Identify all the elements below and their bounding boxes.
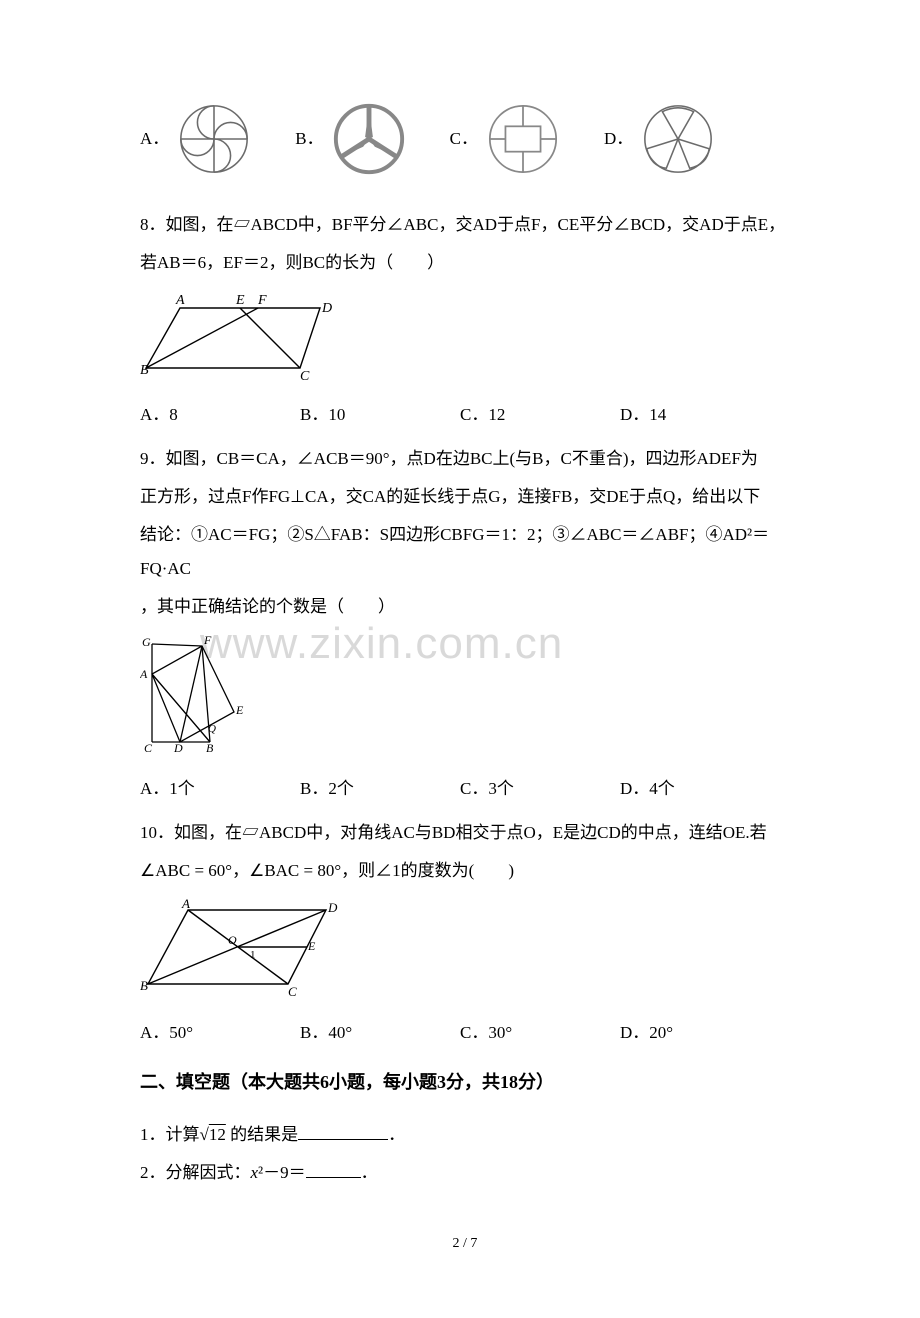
q10-choice-d: D．20° — [620, 1016, 780, 1050]
q7-choice-c-label: C． — [450, 122, 478, 156]
q9-line3: 结论：①AC＝FG；②S△FAB：S四边形CBFG＝1：2；③∠ABC＝∠ABF… — [140, 518, 790, 586]
q8-choice-a: A．8 — [140, 398, 300, 432]
cross-square-icon — [484, 100, 562, 178]
q9-line4: ，其中正确结论的个数是（ ） — [140, 590, 790, 624]
svg-text:1: 1 — [250, 949, 256, 961]
q9-figure: G F A E C D B Q — [140, 634, 790, 766]
svg-text:C: C — [300, 369, 310, 380]
svg-text:A: A — [181, 898, 190, 911]
svg-text:G: G — [142, 635, 151, 649]
svg-text:B: B — [140, 363, 149, 378]
q8-choice-c: C．12 — [460, 398, 620, 432]
svg-text:F: F — [257, 293, 267, 308]
q9-choice-a: A．1个 — [140, 772, 300, 806]
q9-choices: A．1个 B．2个 C．3个 D．4个 — [140, 772, 790, 806]
q9-line1: 9．如图，CB＝CA，∠ACB＝90°，点D在边BC上(与B，C不重合)，四边形… — [140, 442, 790, 476]
svg-text:O: O — [228, 933, 237, 947]
q8-line2: 若AB＝6，EF＝2，则BC的长为（ ） — [140, 246, 790, 280]
q10-line1: 10．如图，在▱ABCD中，对角线AC与BD相交于点O，E是边CD的中点，连结O… — [140, 816, 790, 850]
section2-q1: 1．计算√12 的结果是． — [140, 1118, 790, 1152]
svg-text:A: A — [140, 667, 148, 681]
q9-line2: 正方形，过点F作FG⊥CA，交CA的延长线于点G，连接FB，交DE于点Q，给出以… — [140, 480, 790, 514]
section2-q2: 2．分解因式：x²－9＝． — [140, 1156, 790, 1190]
q8-line1: 8．如图，在▱ABCD中，BF平分∠ABC，交AD于点F，CE平分∠BCD，交A… — [140, 208, 790, 242]
q9-choice-d: D．4个 — [620, 772, 780, 806]
svg-text:E: E — [235, 703, 244, 717]
q10-choices: A．50° B．40° C．30° D．20° — [140, 1016, 790, 1050]
svg-text:A: A — [175, 293, 185, 308]
pinwheel-icon — [175, 100, 253, 178]
svg-text:E: E — [235, 293, 245, 308]
svg-text:E: E — [307, 939, 316, 953]
section2-heading: 二、填空题（本大题共6小题，每小题3分，共18分） — [140, 1064, 790, 1100]
q7-choice-d-label: D． — [604, 122, 633, 156]
svg-text:C: C — [144, 741, 153, 754]
svg-text:D: D — [327, 900, 338, 915]
page-number: 2 / 7 — [140, 1230, 790, 1258]
q8-choice-b: B．10 — [300, 398, 460, 432]
svg-text:D: D — [173, 741, 183, 754]
mercedes-icon — [330, 100, 408, 178]
svg-text:B: B — [140, 978, 148, 993]
svg-text:C: C — [288, 984, 297, 998]
q7-choice-a-label: A． — [140, 122, 169, 156]
svg-text:B: B — [206, 741, 214, 754]
triblade-icon — [639, 100, 717, 178]
q10-choice-c: C．30° — [460, 1016, 620, 1050]
q8-figure: A E F D B C — [140, 290, 790, 392]
q10-choice-b: B．40° — [300, 1016, 460, 1050]
svg-text:F: F — [203, 634, 212, 647]
q7-choice-b-label: B． — [295, 122, 323, 156]
q7-choices: A． B． — [140, 100, 790, 178]
q8-choices: A．8 B．10 C．12 D．14 — [140, 398, 790, 432]
q8-choice-d: D．14 — [620, 398, 780, 432]
q10-choice-a: A．50° — [140, 1016, 300, 1050]
q10-figure: A D B C O E 1 — [140, 898, 790, 1010]
q10-line2: ∠ABC = 60°，∠BAC = 80°，则∠1的度数为( ) — [140, 854, 790, 888]
svg-text:D: D — [321, 301, 332, 316]
q9-choice-b: B．2个 — [300, 772, 460, 806]
svg-text:Q: Q — [208, 723, 216, 735]
q9-choice-c: C．3个 — [460, 772, 620, 806]
